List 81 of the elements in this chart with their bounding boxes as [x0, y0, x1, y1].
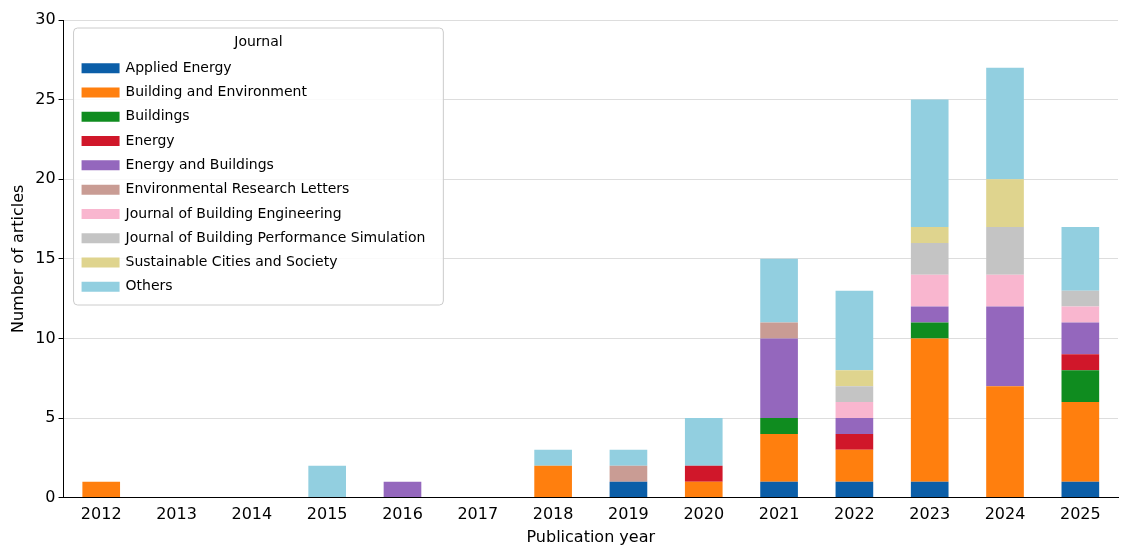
legend-label: Sustainable Cities and Society: [125, 253, 338, 270]
bar: [609, 481, 648, 498]
bar: [1061, 370, 1100, 403]
bar: [760, 322, 798, 339]
legend-label: Others: [125, 277, 173, 294]
x-tick-label: 2015: [306, 504, 348, 524]
y-axis-title: Number of articles: [7, 184, 27, 333]
bar: [986, 226, 1024, 275]
legend-label: Journal of Building Engineering: [124, 204, 342, 221]
bar: [835, 290, 874, 371]
x-axis-title: Publication year: [526, 526, 656, 546]
bar: [835, 449, 874, 482]
legend-label: Energy: [125, 131, 175, 148]
bar: [835, 433, 874, 450]
bar: [534, 465, 572, 498]
x-tick-label: 2014: [231, 504, 273, 524]
x-tick-label: 2022: [834, 504, 875, 524]
x-tick-label: 2023: [909, 504, 951, 524]
x-tick-label: 2012: [80, 504, 122, 524]
legend-label: Energy and Buildings: [125, 155, 274, 172]
bar: [760, 338, 798, 418]
bar: [835, 481, 874, 498]
bar: [1061, 322, 1100, 355]
bar: [986, 274, 1024, 307]
bar: [910, 242, 949, 275]
bar: [1061, 290, 1100, 307]
bar: [835, 402, 874, 418]
x-tick-label: 2020: [683, 504, 725, 524]
legend-title: Journal: [233, 32, 283, 49]
bar: [1061, 402, 1100, 482]
bar: [1061, 354, 1100, 371]
y-tick-label: 15: [35, 247, 56, 267]
bar: [835, 418, 874, 434]
bar: [760, 258, 798, 323]
bar: [910, 274, 949, 307]
y-tick-label: 10: [35, 327, 56, 347]
bar: [910, 338, 949, 482]
bar: [910, 322, 949, 339]
bar: [82, 481, 121, 498]
bar: [534, 449, 572, 466]
bar: [1061, 226, 1100, 291]
x-tick-label: 2017: [457, 504, 499, 524]
bar: [986, 67, 1024, 180]
bar: [1061, 481, 1100, 498]
bar: [986, 306, 1024, 387]
y-tick-label: 0: [45, 486, 56, 506]
bar: [609, 449, 648, 466]
x-tick-label: 2025: [1059, 504, 1101, 524]
bar: [684, 418, 723, 466]
bar: [835, 386, 874, 403]
x-tick-label: 2019: [608, 504, 649, 524]
bar: [760, 481, 798, 498]
bar: [1061, 306, 1100, 323]
legend-label: Applied Energy: [125, 58, 232, 75]
bar: [383, 481, 422, 498]
y-tick-label: 20: [35, 168, 56, 188]
legend-label: Environmental Research Letters: [125, 180, 350, 197]
bar: [910, 306, 949, 323]
x-tick-label: 2024: [984, 504, 1026, 524]
legend-label: Building and Environment: [125, 83, 308, 100]
bar: [760, 433, 798, 482]
legend-label: Buildings: [125, 107, 190, 124]
bar: [760, 418, 798, 434]
bar: [910, 99, 949, 227]
x-tick-label: 2013: [156, 504, 197, 524]
bar: [609, 465, 648, 482]
bar: [910, 481, 949, 498]
x-tick-label: 2021: [758, 504, 800, 524]
y-tick-label: 30: [35, 9, 56, 29]
x-tick-label: 2018: [532, 504, 574, 524]
bar: [308, 465, 346, 498]
bar: [986, 179, 1024, 227]
legend-label: Journal of Building Performance Simulation: [124, 228, 426, 245]
y-tick-label: 5: [45, 407, 56, 427]
y-tick-label: 25: [35, 88, 56, 108]
bar: [835, 370, 874, 387]
bar: [684, 465, 723, 482]
x-tick-label: 2016: [382, 504, 423, 524]
bar: [986, 386, 1024, 498]
bar: [910, 226, 949, 243]
bar: [684, 481, 723, 498]
